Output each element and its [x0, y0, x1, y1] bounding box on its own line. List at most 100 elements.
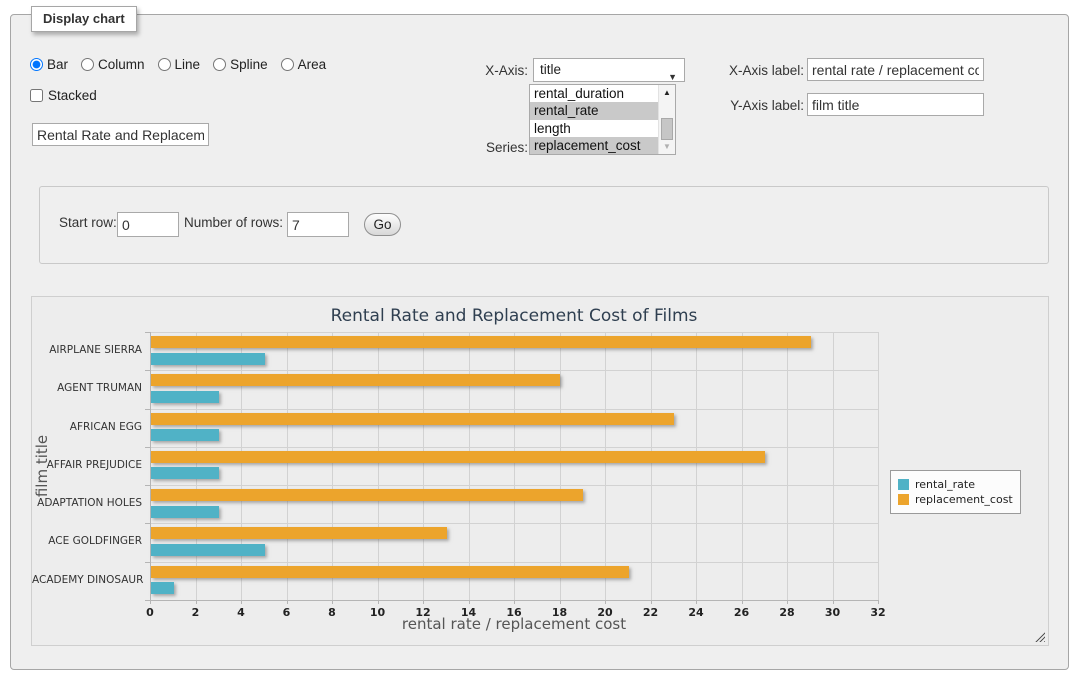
bar-replacement_cost[interactable] [151, 336, 811, 348]
number-of-rows-input[interactable] [287, 212, 349, 237]
x-axis-title: rental rate / replacement cost [401, 615, 627, 633]
bar-replacement_cost[interactable] [151, 565, 629, 578]
category-label: ADAPTATION HOLES [37, 497, 142, 510]
chart-type-radio-column[interactable] [81, 58, 95, 71]
bar-replacement_cost[interactable] [151, 527, 447, 540]
bar-rental_rate[interactable] [151, 390, 220, 403]
number-of-rows-label: Number of rows: [184, 215, 284, 230]
category-label: AFRICAN EGG [69, 420, 142, 433]
chart-type-label-area: Area [297, 57, 327, 72]
y-tick [145, 332, 150, 333]
series-option-rental_duration[interactable]: rental_duration [534, 86, 625, 101]
category-label: AFFAIR PREJUDICE [46, 458, 142, 471]
y-tick [145, 485, 150, 487]
resize-grip-icon[interactable] [1034, 631, 1045, 642]
chart-title: Rental Rate and Replacement Cost of Film… [330, 306, 698, 326]
bar-replacement_cost[interactable] [151, 450, 766, 463]
gridline [150, 446, 878, 448]
legend-swatch-replacement_cost [898, 494, 909, 505]
chart-type-label-bar: Bar [47, 57, 69, 72]
y-tick [145, 523, 150, 525]
x-tick [650, 600, 652, 604]
scrollbar-thumb[interactable] [661, 118, 673, 140]
chart-type-label-spline: Spline [230, 57, 268, 72]
x-tick [241, 600, 242, 604]
go-button[interactable]: Go [364, 213, 401, 236]
y-axis-label-input[interactable] [807, 93, 984, 116]
x-tick [150, 600, 151, 604]
x-tick [787, 600, 788, 604]
x-tick-label: 20 [597, 606, 613, 619]
chart-type-label-column: Column [98, 57, 145, 72]
x-tick [286, 600, 288, 604]
bar-rental_rate[interactable] [151, 429, 220, 442]
bar-replacement_cost[interactable] [151, 374, 561, 387]
start-row-input[interactable] [117, 212, 179, 237]
x-tick-label: 32 [870, 606, 886, 619]
chart-type-radio-spline[interactable] [213, 58, 227, 71]
gridline [605, 332, 606, 600]
start-row-label: Start row: [59, 215, 117, 230]
y-tick [145, 370, 150, 372]
y-tick [145, 600, 150, 601]
gridline [832, 332, 834, 600]
x-tick-label: 24 [688, 606, 704, 619]
x-axis-select[interactable]: title ▼ [533, 58, 685, 82]
chart-type-radio-line[interactable] [157, 58, 171, 71]
x-axis-label-input[interactable] [807, 58, 984, 81]
gridline [150, 332, 878, 333]
gridline [696, 332, 697, 600]
legend-item-replacement_cost[interactable]: replacement_cost [898, 493, 1013, 506]
series-option-replacement_cost[interactable]: replacement_cost [530, 136, 675, 154]
stacked-checkbox[interactable] [30, 89, 43, 102]
bar-rental_rate[interactable] [151, 467, 220, 480]
gridline [423, 332, 424, 600]
series-multiselect[interactable]: rental_duration rental_rate length replacem… [529, 84, 676, 155]
x-tick-label: 26 [733, 606, 750, 619]
gridline [150, 485, 878, 487]
x-tick [514, 600, 515, 604]
chart-type-radio-group: Bar Column Line Spline Area [30, 57, 339, 72]
category-label: ACADEMY DINOSAUR [32, 573, 144, 586]
legend-item-rental_rate[interactable]: rental_rate [898, 478, 1013, 491]
x-tick [696, 600, 697, 604]
y-axis-label-label: Y-Axis label: [730, 98, 804, 113]
gridline [150, 408, 878, 410]
fieldset-legend: Display chart [31, 6, 137, 32]
x-tick-label: 18 [551, 606, 568, 619]
chart-title-input[interactable] [32, 123, 209, 146]
chart-container: Rental Rate and Replacement Cost of Film… [31, 296, 1049, 646]
bar-rental_rate[interactable] [151, 505, 220, 518]
bar-rental_rate[interactable] [151, 352, 265, 365]
chart-legend: rental_rate replacement_cost [890, 470, 1021, 514]
gridline [468, 332, 470, 600]
gridline [150, 370, 878, 372]
chart-type-label-line: Line [174, 57, 201, 72]
display-chart-fieldset: Display chart Bar Column Line Spline Area St… [10, 6, 1069, 670]
bar-rental_rate[interactable] [151, 543, 265, 556]
x-tick [332, 600, 333, 604]
bar-replacement_cost[interactable] [151, 489, 584, 502]
chart-type-radio-area[interactable] [280, 58, 294, 71]
legend-label-replacement_cost: replacement_cost [915, 493, 1013, 506]
x-tick-label: 30 [824, 606, 841, 619]
series-scrollbar[interactable]: ▲ ▼ [658, 85, 675, 154]
category-label: AGENT TRUMAN [57, 382, 142, 395]
chart-type-radio-bar[interactable] [30, 58, 43, 71]
bar-replacement_cost[interactable] [151, 412, 675, 425]
gridline [150, 561, 878, 563]
x-tick [195, 600, 197, 604]
scroll-down-icon[interactable]: ▼ [663, 142, 671, 151]
gridline [286, 332, 288, 600]
stacked-row: Stacked [30, 88, 97, 103]
x-tick [377, 600, 379, 604]
gridline [514, 332, 515, 600]
bar-rental_rate[interactable] [151, 582, 174, 595]
x-tick [559, 600, 561, 604]
scroll-up-icon[interactable]: ▲ [663, 88, 671, 97]
series-option-length[interactable]: length [534, 120, 571, 136]
category-label: ACE GOLDFINGER [48, 535, 142, 548]
series-option-rental_rate[interactable]: rental_rate [530, 102, 675, 120]
y-axis-line [150, 332, 151, 600]
x-tick [741, 600, 743, 604]
